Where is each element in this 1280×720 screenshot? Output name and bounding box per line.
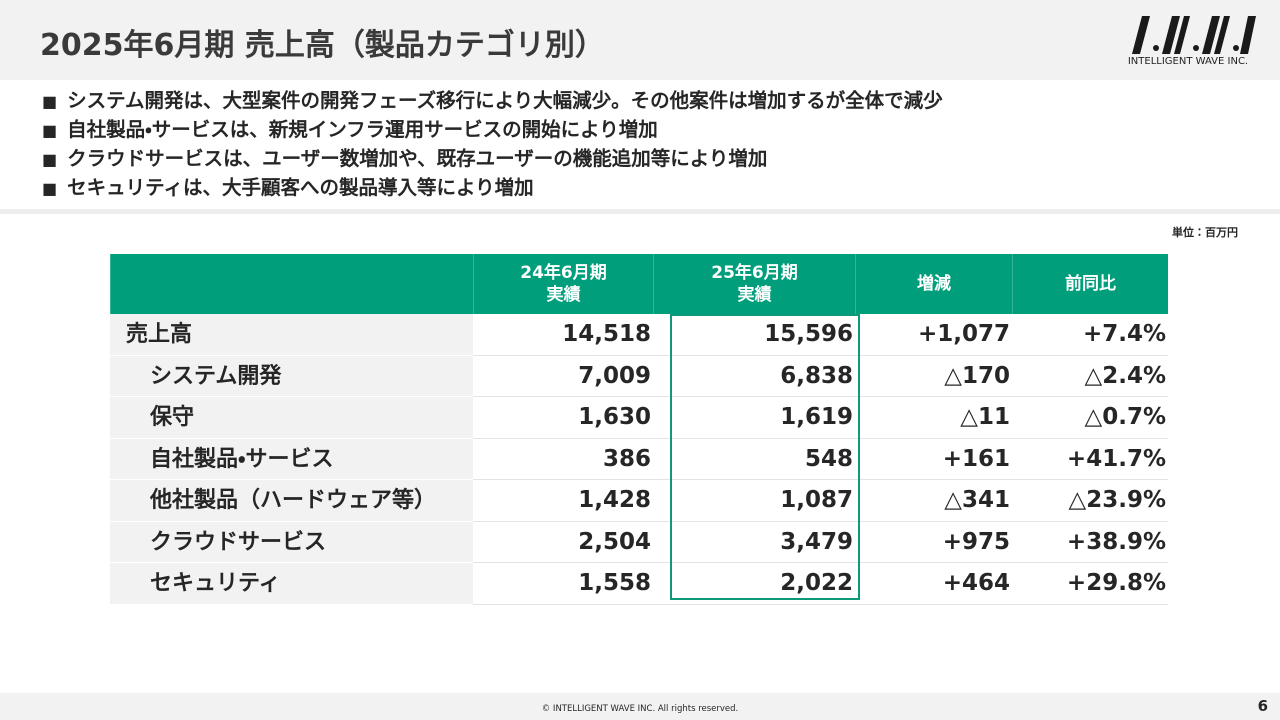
- row-label: セキュリティ: [110, 563, 473, 605]
- row-label: 自社製品・サービス: [110, 438, 473, 480]
- bullet: クラウドサービスは、ユーザー数増加や、既存ユーザーの機能追加等により増加: [42, 144, 943, 173]
- unit-label: 単位：百万円: [1172, 226, 1238, 239]
- bullet: システム開発は、大型案件の開発フェーズ移行により大幅減少。その他案件は増加するが…: [42, 86, 943, 115]
- cell-value: +7.4%: [1012, 314, 1168, 356]
- separator: [0, 209, 1280, 214]
- cell-value: +161: [855, 439, 1012, 480]
- cell-value: 15,596: [653, 314, 855, 356]
- cell-value: +41.7%: [1012, 439, 1168, 480]
- page-number: 6: [1257, 697, 1268, 715]
- row-label: システム開発: [110, 355, 473, 397]
- header-cell: [110, 254, 473, 314]
- cell-value: 1,428: [473, 480, 653, 522]
- bullet: セキュリティは、大手顧客への製品導入等により増加: [42, 173, 943, 202]
- cell-value: 1,087: [653, 480, 855, 522]
- cell-value: △0.7%: [1012, 397, 1168, 439]
- cell-value: 6,838: [653, 356, 855, 397]
- cell-value: 7,009: [473, 356, 653, 397]
- cell-value: +29.8%: [1012, 563, 1168, 605]
- row-label: クラウドサービス: [110, 521, 473, 563]
- title: 2025年6月期 売上高（製品カテゴリ別）: [40, 28, 605, 63]
- cell-value: △170: [855, 356, 1012, 397]
- cell-value: +1,077: [855, 314, 1012, 356]
- cell-value: 3,479: [653, 522, 855, 563]
- header-band: [0, 0, 1280, 80]
- cell-value: +975: [855, 522, 1012, 563]
- copyright: © INTELLIGENT WAVE INC. All rights reser…: [541, 704, 739, 714]
- row-label: 売上高: [110, 314, 473, 356]
- cell-value: 2,504: [473, 522, 653, 563]
- cell-value: △341: [855, 480, 1012, 522]
- header-cell: 24年6月期 実績: [473, 254, 653, 314]
- cell-value: 14,518: [473, 314, 653, 356]
- row-label: 保守: [110, 397, 473, 439]
- header-cell: 増減: [855, 254, 1012, 314]
- cell-value: 1,558: [473, 563, 653, 605]
- footer-band: [0, 693, 1280, 720]
- cell-value: △23.9%: [1012, 480, 1168, 522]
- cell-value: △11: [855, 397, 1012, 439]
- cell-value: △2.4%: [1012, 356, 1168, 397]
- cell-value: +464: [855, 563, 1012, 605]
- bullet: 自社製品・サービスは、新規インフラ運用サービスの開始により増加: [42, 115, 943, 144]
- cell-value: 1,619: [653, 397, 855, 439]
- logo: [1132, 16, 1256, 54]
- header-cell: 25年6月期 実績: [653, 254, 855, 314]
- highlight-box: [670, 314, 860, 600]
- header-cell: 前同比: [1012, 254, 1168, 314]
- row-label: 他社製品（ハードウェア等）: [110, 480, 473, 522]
- cell-value: 386: [473, 439, 653, 480]
- cell-value: 2,022: [653, 563, 855, 605]
- cell-value: 548: [653, 439, 855, 480]
- cell-value: 1,630: [473, 397, 653, 439]
- cell-value: +38.9%: [1012, 522, 1168, 563]
- bullet-list: システム開発は、大型案件の開発フェーズ移行により大幅減少。その他案件は増加するが…: [42, 86, 943, 202]
- logo-text: INTELLIGENT WAVE INC.: [1127, 56, 1249, 67]
